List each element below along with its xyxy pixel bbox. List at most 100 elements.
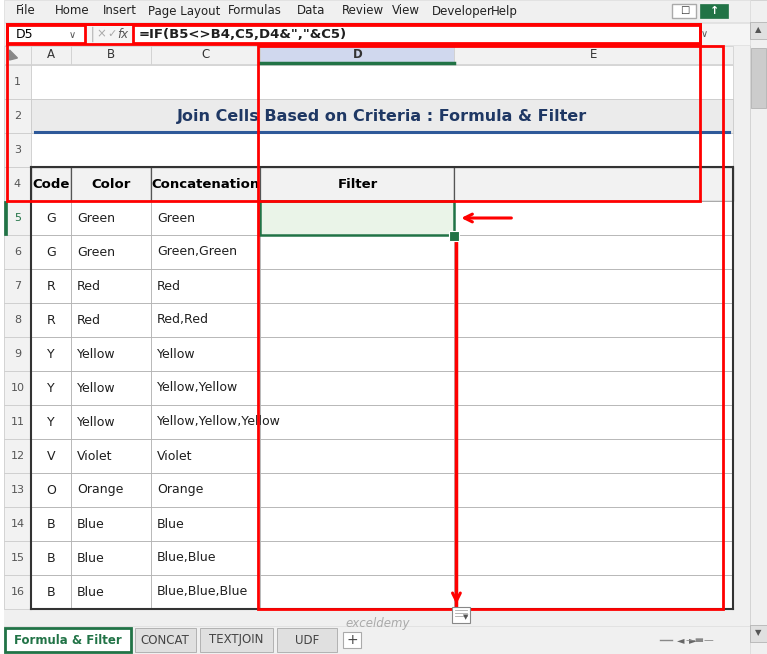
- Text: Color: Color: [91, 177, 130, 190]
- Bar: [454, 371, 733, 405]
- Bar: [31, 507, 733, 541]
- Text: ▼: ▼: [755, 628, 762, 638]
- Text: B: B: [107, 48, 115, 61]
- Text: ►: ►: [689, 635, 696, 645]
- Bar: [449, 231, 459, 241]
- Bar: [4, 133, 31, 167]
- Bar: [4, 269, 31, 303]
- Text: Orange: Orange: [77, 483, 123, 496]
- Text: 4: 4: [14, 179, 21, 189]
- Bar: [31, 46, 71, 64]
- Text: 16: 16: [11, 587, 25, 597]
- Text: R: R: [47, 279, 56, 292]
- Bar: [151, 473, 260, 507]
- Bar: [31, 405, 733, 439]
- Bar: [260, 201, 454, 235]
- Bar: [71, 371, 151, 405]
- Text: Blue: Blue: [77, 551, 105, 564]
- Text: ▲: ▲: [755, 26, 762, 35]
- Bar: [4, 167, 31, 201]
- Text: 11: 11: [11, 417, 25, 427]
- Text: 5: 5: [14, 213, 21, 223]
- Text: CONCAT: CONCAT: [141, 634, 189, 647]
- Text: Green: Green: [77, 211, 115, 224]
- Text: 1: 1: [14, 77, 21, 87]
- Bar: [151, 167, 260, 201]
- Bar: [4, 65, 31, 99]
- Bar: [4, 23, 750, 45]
- Text: D: D: [353, 48, 362, 61]
- Bar: [71, 575, 151, 609]
- Text: =IF(B5<>B4,C5,D4&","&C5): =IF(B5<>B4,C5,D4&","&C5): [139, 27, 347, 41]
- Bar: [260, 167, 454, 201]
- Text: File: File: [15, 5, 35, 18]
- Text: 9: 9: [14, 349, 21, 359]
- Bar: [31, 235, 71, 269]
- Text: D5: D5: [15, 27, 33, 41]
- Text: View: View: [392, 5, 420, 18]
- Text: Green: Green: [77, 245, 115, 258]
- Bar: [454, 405, 733, 439]
- Bar: [260, 46, 454, 64]
- Bar: [31, 371, 71, 405]
- Bar: [8, 24, 700, 201]
- Bar: [71, 507, 151, 541]
- Bar: [751, 48, 766, 108]
- Text: Yellow,Yellow,Yellow: Yellow,Yellow,Yellow: [156, 415, 281, 428]
- Bar: [71, 201, 151, 235]
- Text: G: G: [47, 245, 56, 258]
- Bar: [71, 439, 151, 473]
- Bar: [454, 46, 733, 64]
- Bar: [4, 201, 8, 235]
- Bar: [260, 269, 454, 303]
- Bar: [258, 46, 723, 609]
- Text: Orange: Orange: [156, 483, 203, 496]
- Text: 10: 10: [11, 383, 25, 393]
- Bar: [454, 507, 733, 541]
- Bar: [4, 235, 31, 269]
- Bar: [31, 201, 71, 235]
- Text: ×: ×: [96, 27, 106, 41]
- Bar: [4, 439, 31, 473]
- Bar: [8, 25, 85, 43]
- Text: 12: 12: [11, 451, 25, 461]
- Bar: [135, 628, 196, 652]
- Bar: [31, 269, 733, 303]
- Bar: [260, 371, 454, 405]
- Text: Blue,Blue,Blue: Blue,Blue,Blue: [156, 585, 248, 598]
- Bar: [5, 628, 131, 652]
- Text: Yellow,Yellow: Yellow,Yellow: [156, 381, 238, 394]
- Text: A: A: [48, 48, 55, 61]
- Text: Insert: Insert: [103, 5, 137, 18]
- Bar: [4, 575, 31, 609]
- Bar: [31, 65, 733, 99]
- Bar: [199, 628, 273, 652]
- Bar: [260, 439, 454, 473]
- Text: B: B: [47, 551, 55, 564]
- Bar: [71, 337, 151, 371]
- Bar: [453, 607, 470, 623]
- Text: Code: Code: [32, 177, 70, 190]
- Text: Blue: Blue: [77, 517, 105, 530]
- Bar: [454, 473, 733, 507]
- Text: Filter: Filter: [337, 177, 377, 190]
- Bar: [260, 575, 454, 609]
- Bar: [260, 235, 454, 269]
- Bar: [31, 99, 733, 133]
- Text: UDF: UDF: [295, 634, 319, 647]
- Bar: [260, 405, 454, 439]
- Bar: [71, 46, 151, 64]
- Bar: [260, 541, 454, 575]
- Bar: [151, 541, 260, 575]
- Text: Y: Y: [48, 381, 55, 394]
- Bar: [454, 269, 733, 303]
- Text: Red: Red: [77, 313, 101, 326]
- Bar: [673, 4, 696, 18]
- Bar: [454, 235, 733, 269]
- Bar: [71, 303, 151, 337]
- Bar: [31, 201, 733, 235]
- Bar: [4, 201, 31, 235]
- Bar: [31, 167, 733, 201]
- Text: Help: Help: [492, 5, 518, 18]
- Bar: [31, 507, 71, 541]
